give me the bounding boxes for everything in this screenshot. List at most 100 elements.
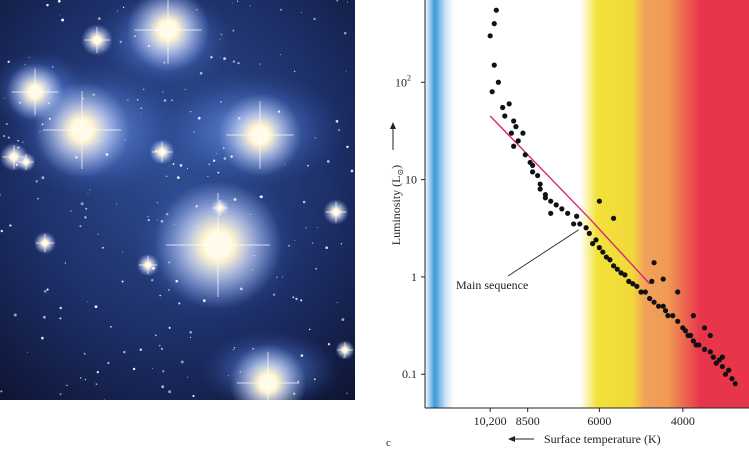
background-star [325, 246, 328, 249]
background-star [122, 6, 125, 8]
star-data-point [537, 181, 543, 187]
background-star [232, 348, 235, 351]
star-cluster-photo [0, 0, 355, 400]
star-data-point [665, 313, 671, 319]
background-star [147, 218, 150, 222]
background-star [276, 276, 278, 278]
y-axis-arrowhead [390, 122, 396, 129]
star-data-point [548, 210, 554, 216]
star-data-point [593, 237, 599, 243]
background-star [277, 110, 281, 113]
star-data-point [500, 104, 506, 111]
background-star [122, 251, 123, 253]
star-data-point [553, 202, 559, 208]
background-star [308, 328, 311, 331]
star-data-point [508, 130, 515, 136]
background-star [168, 261, 171, 264]
star-data-point [537, 186, 543, 192]
star-data-point [701, 325, 708, 331]
background-star [70, 210, 72, 212]
background-star [75, 156, 78, 159]
background-star [163, 61, 166, 64]
star-data-point [670, 313, 676, 319]
background-star [152, 26, 154, 28]
background-star [154, 334, 157, 337]
background-star [87, 192, 89, 194]
background-star [233, 347, 236, 349]
background-star [343, 356, 345, 359]
background-star [219, 39, 221, 41]
background-star [189, 336, 192, 339]
background-star [57, 0, 61, 3]
background-star [123, 350, 126, 354]
background-star [59, 14, 61, 16]
background-star [210, 56, 213, 59]
background-star [196, 226, 199, 228]
background-star [340, 205, 342, 207]
background-star [4, 97, 6, 99]
background-star [179, 164, 183, 167]
background-star [252, 348, 254, 350]
background-star [326, 160, 330, 163]
background-star [22, 141, 24, 143]
background-star [259, 195, 263, 199]
star-data-point [688, 332, 694, 339]
background-star [134, 35, 136, 38]
star-data-point [696, 342, 702, 348]
star-data-point [493, 7, 499, 13]
background-star [212, 159, 216, 162]
background-star [33, 83, 36, 87]
background-star [119, 40, 122, 44]
background-star [174, 20, 177, 22]
background-star [109, 325, 112, 328]
star-data-point [732, 381, 738, 387]
background-star [335, 120, 339, 123]
background-star [103, 48, 105, 51]
background-star [176, 176, 180, 179]
background-star [147, 216, 149, 218]
x-tick-label: 10,200 [474, 414, 507, 428]
background-star [83, 352, 86, 355]
star-data-point [729, 376, 735, 382]
star-data-point [690, 313, 696, 319]
background-star [95, 383, 98, 386]
background-star [301, 12, 303, 13]
background-star [15, 163, 19, 167]
background-star [152, 266, 155, 270]
background-star [340, 242, 343, 245]
background-star [41, 123, 44, 126]
background-star [85, 207, 88, 210]
background-star [251, 269, 253, 271]
background-star [302, 200, 306, 204]
background-star [249, 213, 251, 216]
star-data-point [535, 172, 541, 179]
background-star [28, 56, 30, 59]
background-star [297, 380, 300, 383]
star-data-point [511, 118, 517, 124]
star-data-point [634, 283, 640, 289]
background-star [350, 169, 354, 173]
background-star [292, 296, 295, 299]
background-star [116, 10, 118, 12]
background-star [232, 29, 235, 32]
background-star [295, 297, 298, 301]
background-star [140, 107, 143, 110]
star-data-point [722, 371, 729, 377]
background-star [294, 239, 296, 241]
main-sequence-label: Main sequence [456, 278, 528, 292]
star-data-point [690, 338, 696, 344]
background-star [35, 180, 38, 183]
background-star [0, 194, 1, 196]
x-axis-label: Surface temperature (K) [544, 432, 661, 446]
background-star [336, 0, 338, 2]
star-data-point [522, 152, 528, 158]
star-data-point [590, 240, 596, 247]
background-star [82, 97, 85, 100]
background-star [142, 88, 145, 91]
background-star [208, 163, 210, 166]
x-tick-label: 8500 [516, 414, 540, 428]
background-star [162, 91, 164, 93]
star-data-point [675, 318, 681, 324]
background-star [193, 131, 195, 133]
